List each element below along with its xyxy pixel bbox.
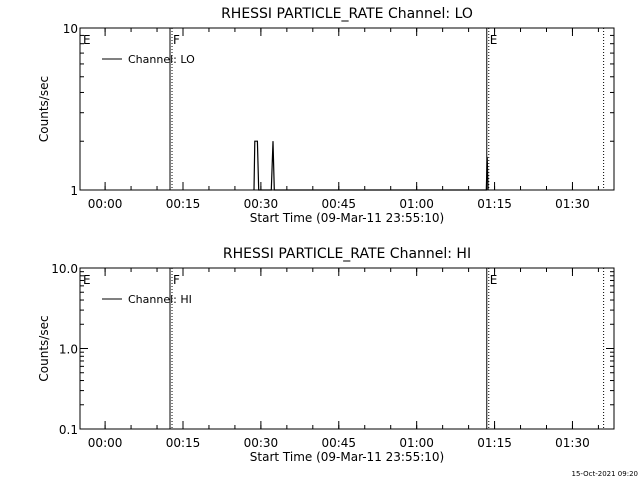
x-tick-label: 01:15 bbox=[477, 436, 512, 450]
x-tick-label: 01:30 bbox=[555, 436, 590, 450]
chart-panel-hi: RHESSI PARTICLE_RATE Channel: HI 00:00 00:… bbox=[37, 246, 615, 464]
legend-entry: Channel: LO bbox=[128, 53, 195, 66]
x-tick-label: 01:00 bbox=[399, 197, 434, 211]
legend-entry: Channel: HI bbox=[128, 293, 192, 306]
x-tick-label: 01:30 bbox=[555, 197, 590, 211]
y-tick-label: 1.0 bbox=[59, 343, 78, 357]
y-axis-label: Counts/sec bbox=[37, 76, 51, 142]
chart-panel-lo: RHESSI PARTICLE_RATE Channel: LO 00:00 00:… bbox=[37, 6, 615, 225]
y-tick-label: 10 bbox=[63, 22, 78, 36]
x-tick-label: 00:45 bbox=[321, 197, 356, 211]
series-line-0 bbox=[253, 140, 489, 191]
x-tick-label: 00:45 bbox=[321, 436, 356, 450]
x-tick-label: 00:00 bbox=[88, 197, 123, 211]
marker-label: F bbox=[173, 33, 180, 47]
x-tick-label: 00:15 bbox=[166, 197, 201, 211]
y-axis-label: Counts/sec bbox=[37, 315, 51, 381]
marker-label: E bbox=[490, 273, 498, 287]
x-axis-label: Start Time (09-Mar-11 23:55:10) bbox=[250, 211, 444, 225]
x-tick-label: 00:30 bbox=[244, 197, 279, 211]
marker-label: E bbox=[83, 33, 91, 47]
y-tick-label: 1 bbox=[70, 184, 78, 198]
marker-label: E bbox=[83, 273, 91, 287]
y-tick-label: 10.0 bbox=[51, 262, 78, 276]
footer-timestamp: 15-Oct-2021 09:20 bbox=[572, 470, 638, 478]
x-tick-label: 00:30 bbox=[244, 436, 279, 450]
chart-title: RHESSI PARTICLE_RATE Channel: HI bbox=[223, 246, 471, 262]
y-tick-label: 0.1 bbox=[59, 423, 78, 437]
x-axis-label: Start Time (09-Mar-11 23:55:10) bbox=[250, 450, 444, 464]
chart-title: RHESSI PARTICLE_RATE Channel: LO bbox=[221, 6, 473, 22]
marker-label: F bbox=[173, 273, 180, 287]
x-tick-label: 00:00 bbox=[88, 436, 123, 450]
x-tick-label: 01:00 bbox=[399, 436, 434, 450]
x-tick-label: 01:15 bbox=[477, 197, 512, 211]
x-tick-label: 00:15 bbox=[166, 436, 201, 450]
marker-label: E bbox=[490, 33, 498, 47]
